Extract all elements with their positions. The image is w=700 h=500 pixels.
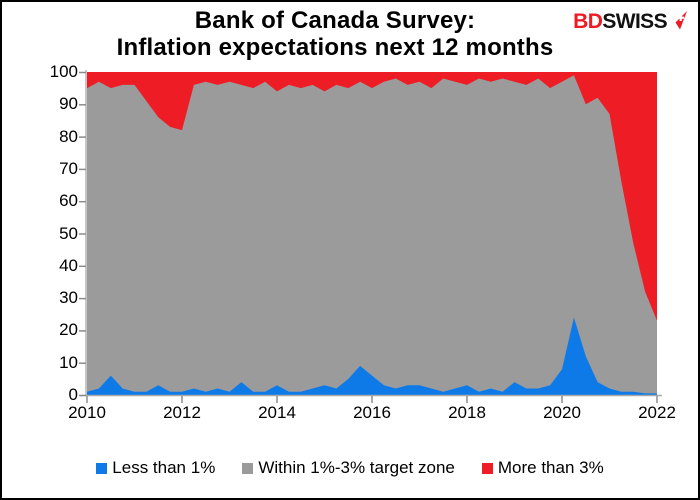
x-tick-label-2010: 2010 (68, 403, 106, 422)
legend-swatch-more-than-3 (481, 462, 493, 474)
swiss-arrow-icon (669, 11, 687, 30)
legend-swatch-less-than-1 (96, 462, 108, 474)
x-tick-label-2016: 2016 (353, 403, 391, 422)
legend-label-within-1-3-target-zone: Within 1%-3% target zone (258, 458, 455, 477)
chart-title-line2: Inflation expectations next 12 months (116, 34, 554, 61)
legend-item-less-than-1: Less than 1% (96, 458, 215, 478)
logo-text-bd: BD (573, 10, 603, 33)
area-series-less-than-1 (87, 317, 657, 395)
y-tick-label-100: 100 (49, 62, 78, 81)
y-tick-label-60: 60 (59, 191, 78, 211)
x-tick-label-2014: 2014 (258, 403, 296, 422)
legend-item-more-than-3: More than 3% (481, 458, 604, 478)
area-series-within-1-3-target-zone (87, 75, 657, 395)
legend-label-less-than-1: Less than 1% (112, 458, 216, 477)
legend: Less than 1% Within 1%-3% target zone More… (2, 458, 698, 478)
y-tick-label-20: 20 (59, 320, 78, 340)
legend-item-within-1-3-target-zone: Within 1%-3% target zone (242, 458, 455, 478)
y-tick-label-40: 40 (59, 255, 78, 275)
y-tick-label-70: 70 (59, 158, 78, 178)
x-tick-label-2020: 2020 (543, 403, 581, 422)
x-tick-label-2012: 2012 (163, 403, 201, 422)
y-tick-label-0: 0 (68, 385, 78, 404)
bdswiss-logo: BD SWISS (573, 11, 688, 32)
logo-text-swiss: SWISS (602, 10, 667, 33)
y-tick-label-50: 50 (59, 223, 78, 243)
x-tick-label-2018: 2018 (448, 403, 486, 422)
y-tick-label-80: 80 (59, 126, 78, 146)
legend-swatch-within-1-3-target-zone (242, 462, 254, 474)
y-tick-label-90: 90 (59, 94, 78, 114)
chart-title-line1: Bank of Canada Survey: (194, 7, 476, 34)
y-tick-label-10: 10 (59, 352, 78, 372)
chart-title: Bank of Canada Survey: Inflation expecta… (2, 7, 698, 61)
y-tick-label-30: 30 (59, 288, 78, 308)
legend-label-more-than-3: More than 3% (497, 458, 604, 477)
x-tick-label-2022: 2022 (638, 403, 676, 422)
